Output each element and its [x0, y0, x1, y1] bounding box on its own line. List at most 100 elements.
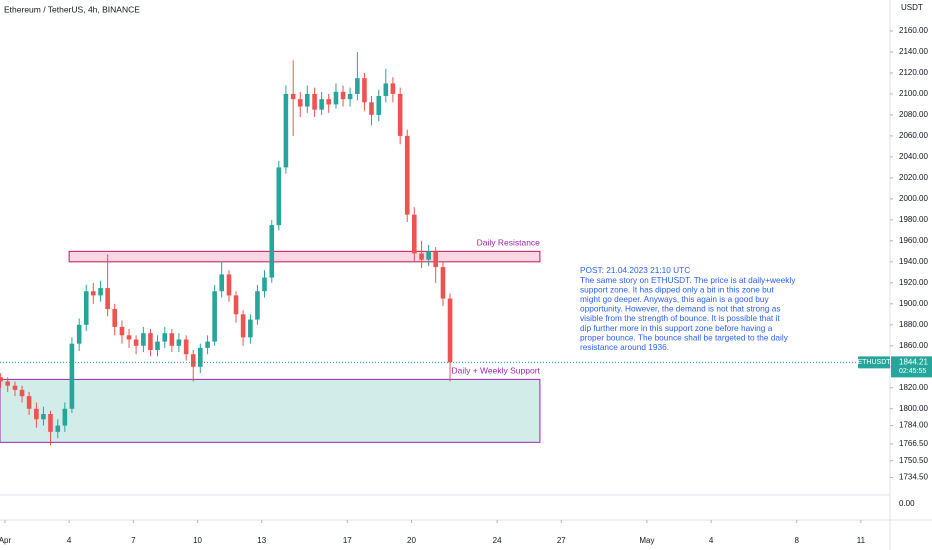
candle-body [312, 93, 317, 110]
candle-body [12, 385, 18, 390]
symbol-tag [858, 356, 890, 369]
x-tick-label: 20 [407, 536, 416, 545]
zone-label: Daily Resistance [477, 238, 541, 248]
y-tick-label: 2100.00 [899, 89, 928, 98]
candle-body [105, 288, 110, 310]
y-tick-label: 1880.00 [899, 320, 928, 329]
x-tick-label: 11 [857, 536, 866, 545]
candle-body [169, 333, 175, 346]
candle-body [183, 339, 189, 355]
candle-body [162, 333, 168, 342]
candle-body [304, 93, 310, 107]
candle-body [219, 274, 224, 292]
countdown-label: 02:45:55 [899, 368, 926, 375]
note-line: support zone. It has dipped only a bit i… [580, 284, 774, 294]
candle-body [404, 135, 410, 215]
y-tick-label: 1920.00 [899, 278, 928, 287]
currency-label: USDT [901, 3, 923, 12]
x-tick-label: 4 [709, 536, 714, 545]
note-line: dip further more in this support zone be… [580, 323, 773, 333]
note-line: proper bounce. The bounce shall be targe… [580, 332, 789, 342]
candle-body [34, 408, 39, 420]
candle-body [433, 251, 438, 268]
y-tick-label: 2120.00 [899, 68, 928, 77]
candle-body [262, 277, 267, 292]
candle-body [333, 91, 339, 105]
candle-body [419, 253, 424, 260]
candle-body [248, 319, 253, 338]
y-tick-label: 2020.00 [899, 173, 928, 182]
y-tick-label: 1750.50 [899, 456, 928, 465]
x-tick-label: Apr [0, 536, 11, 545]
candle-body [297, 99, 303, 107]
x-tick-label: 4 [67, 536, 72, 545]
candle-body [205, 341, 210, 348]
candle-body [376, 96, 382, 115]
symbol-label: ETHUSDT [857, 359, 891, 366]
candle-body [411, 214, 417, 254]
candle-body [283, 93, 289, 168]
note-line: might go deeper. Anyways, this again is … [580, 294, 769, 304]
candle-body [390, 83, 396, 94]
candle-body [355, 78, 360, 94]
candle-body [133, 339, 139, 346]
candle-body [83, 291, 89, 325]
candle-body [269, 225, 275, 278]
x-tick-label: 27 [557, 536, 566, 545]
candle-body [141, 333, 146, 346]
y-tick-label: 1960.00 [899, 236, 928, 245]
y-tick-label: 1820.00 [899, 383, 928, 392]
candle-body [155, 341, 160, 350]
x-tick-label: 24 [493, 536, 502, 545]
y-tick-label: 1860.00 [899, 341, 928, 350]
candle-body [69, 343, 75, 409]
candle-body [397, 93, 403, 136]
candle-body [190, 354, 196, 367]
candle-body [440, 267, 446, 299]
candle-body [226, 274, 232, 296]
candle-body [362, 78, 367, 103]
y-tick-label: 2060.00 [899, 131, 928, 140]
candle-body [48, 414, 53, 432]
x-tick-label: 8 [794, 536, 799, 545]
candle-body [347, 93, 353, 100]
candle-body [26, 396, 32, 409]
chart-title: Ethereum / TetherUS, 4h, BINANCE [4, 4, 140, 14]
note-line: The same story on ETHUSDT. The price is … [580, 275, 796, 285]
y-tick-label: 2040.00 [899, 152, 928, 161]
candle-body [383, 83, 389, 97]
indicator-label: 0.00 [899, 499, 915, 508]
y-tick-label: 2160.00 [899, 26, 928, 35]
candle-body [276, 167, 282, 226]
y-tick-label: 1940.00 [899, 257, 928, 266]
note-line: opportunity. However, the demand is not … [580, 304, 780, 314]
y-tick-label: 2140.00 [899, 47, 928, 56]
candle-body [112, 309, 118, 327]
y-tick-label: 1734.50 [899, 473, 928, 482]
candle-body [197, 347, 203, 367]
candle-body [19, 389, 25, 397]
zone-label: Daily + Weekly Support [451, 366, 540, 376]
candle-body [41, 414, 46, 420]
candle-body [212, 291, 217, 342]
y-tick-label: 1766.50 [899, 439, 928, 448]
y-tick-label: 2000.00 [899, 194, 928, 203]
y-tick-label: 1900.00 [899, 299, 928, 308]
y-tick-label: 2080.00 [899, 110, 928, 119]
candle-body [233, 295, 239, 315]
candle-body [240, 314, 246, 338]
y-tick-label: 1800.00 [899, 404, 928, 413]
candle-body [340, 91, 346, 100]
candle-body [126, 335, 132, 340]
candle-body [255, 291, 260, 320]
candle-body [98, 288, 103, 296]
candle-body [148, 333, 153, 350]
candle-body [91, 291, 96, 296]
candle-body [426, 251, 431, 260]
note-line: POST: 21.04.2023 21:10 UTC [580, 265, 690, 275]
candle-body [447, 298, 453, 363]
candle-body [290, 93, 296, 100]
